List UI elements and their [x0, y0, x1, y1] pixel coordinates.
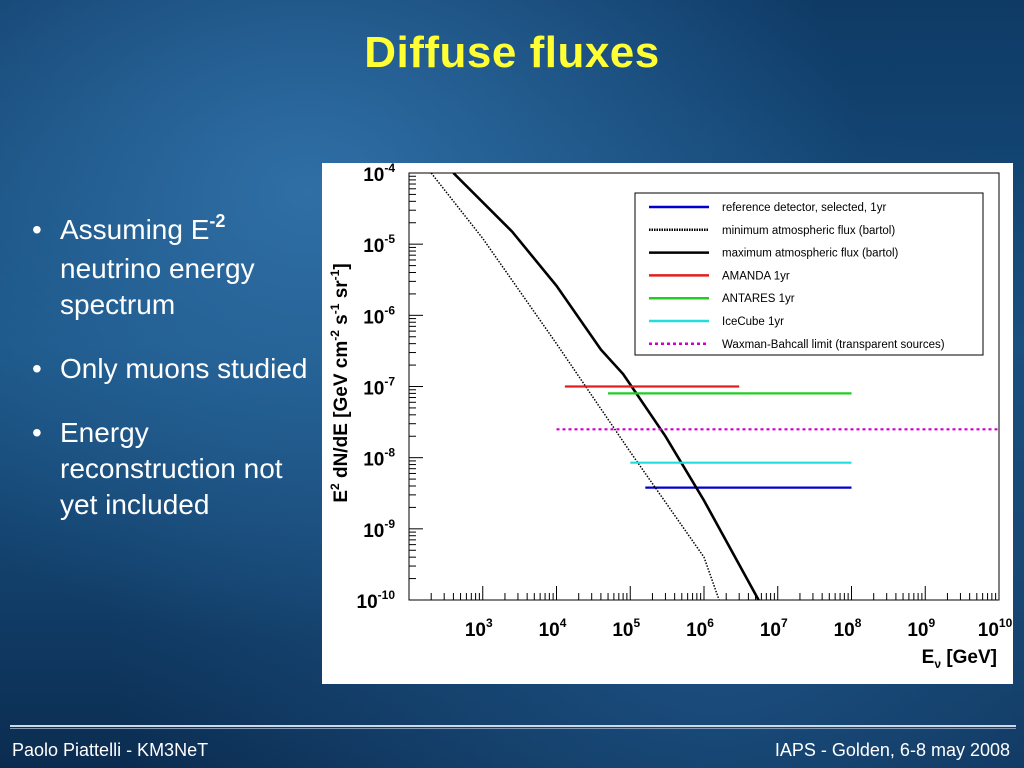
y-tick-label: 10-6 [363, 303, 395, 328]
x-tick-label: 109 [907, 616, 935, 641]
bullet-item: Assuming E-2 neutrino energy spectrum [30, 211, 315, 323]
legend-label: reference detector, selected, 1yr [722, 202, 886, 214]
legend-label: IceCube 1yr [722, 316, 784, 328]
flux-chart: 103 104 105 106 107 108 109 1010 10-410-510-610… [328, 161, 1013, 671]
x-tick-label: 1010 [978, 616, 1013, 641]
y-tick-label: 10-5 [363, 232, 395, 257]
axis-ticks [408, 175, 997, 601]
legend-label: minimum atmospheric flux (bartol) [722, 225, 895, 237]
x-tick-label: 105 [612, 616, 640, 641]
series-line [430, 173, 720, 600]
x-tick-label: 107 [760, 616, 788, 641]
x-tick-label: 108 [834, 616, 862, 641]
y-tick-label: 10-4 [363, 163, 395, 186]
bullet-superscript: -2 [209, 211, 226, 231]
legend-box [634, 192, 984, 356]
y-tick-label: 10-8 [363, 446, 395, 471]
legend-label: Waxman-Bahcall limit (transparent source… [722, 339, 945, 351]
bullet-text: Only muons studied [60, 353, 308, 384]
x-axis-label: Eν [GeV] [922, 647, 997, 671]
legend-label: ANTARES 1yr [722, 293, 795, 305]
y-tick-label: 10-7 [363, 375, 395, 400]
x-tick-labels: 103 104 105 106 107 108 109 1010 [465, 616, 1013, 641]
slide-title: Diffuse fluxes [364, 28, 660, 77]
x-tick-label: 104 [539, 616, 567, 641]
y-tick-label: 10-9 [363, 517, 395, 542]
footer-event: IAPS - Golden, 6-8 may 2008 [774, 740, 1010, 760]
footer-divider-shadow [10, 728, 1016, 729]
footer-author: Paolo Piattelli - KM3NeT [12, 740, 209, 760]
legend: reference detector, selected, 1yr minimum… [634, 192, 984, 356]
y-tick-labels: 10-4 10-5 10-6 10-7 10-8 10-9 10-10 [357, 161, 396, 613]
bullet-text-continued: neutrino energy spectrum [60, 253, 255, 320]
footer-divider [10, 725, 1016, 727]
plot-panel: 103 104 105 106 107 108 109 1010 10-4 10-5 10-6 10… [322, 161, 1013, 684]
series-group [430, 173, 999, 600]
x-tick-label: 103 [465, 616, 493, 641]
bullet-item: Only muons studied [30, 351, 315, 387]
bullet-list: Assuming E-2 neutrino energy spectrum On… [30, 211, 315, 551]
series-line [452, 173, 760, 600]
bullet-text: Assuming E [60, 214, 210, 245]
y-axis-label: E2 dN/dE [GeV cm-2 s-1 sr-1] [328, 263, 352, 502]
bullet-text: Energy reconstruction not yet included [60, 417, 283, 520]
legend-label: maximum atmospheric flux (bartol) [722, 248, 899, 260]
legend-label: AMANDA 1yr [722, 270, 790, 282]
y-tick-label: 10-10 [357, 588, 396, 613]
x-tick-label: 106 [686, 616, 714, 641]
bullet-item: Energy reconstruction not yet included [30, 415, 315, 523]
